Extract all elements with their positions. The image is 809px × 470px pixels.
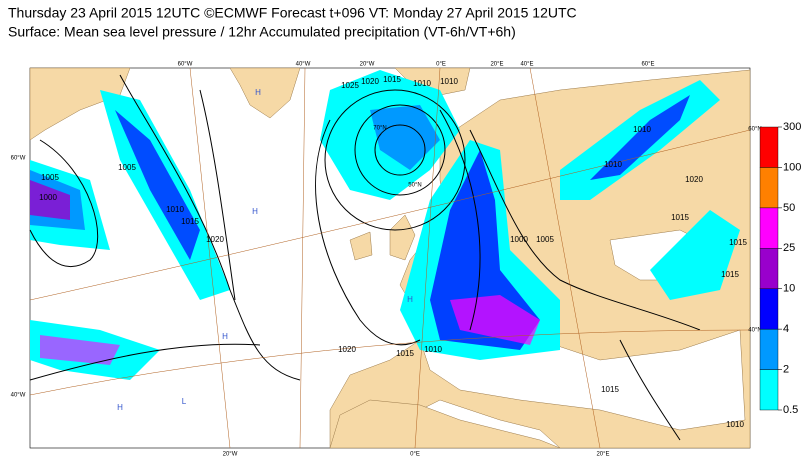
isobar-label: 1015	[721, 270, 739, 279]
grid-label: 0°E	[410, 452, 420, 458]
legend-label: 300	[783, 121, 801, 133]
grid-label: 20°E	[596, 452, 609, 458]
isobar-label: 1010	[633, 125, 651, 134]
isobar-label: 1005	[118, 163, 136, 172]
isobar-label: 1010	[166, 205, 184, 214]
isobar-label: 1010	[413, 79, 431, 88]
isobar-label: 1010	[424, 345, 442, 354]
grid-label: 70°N	[373, 126, 386, 132]
legend-label: 10	[783, 283, 795, 295]
isobar-label: 1015	[181, 217, 199, 226]
pressure-center: H	[407, 295, 413, 304]
grid-label: 40°W	[11, 393, 26, 399]
grid-label: 20°W	[360, 62, 375, 68]
grid-label: 40°E	[520, 62, 533, 68]
isobars	[29, 74, 701, 441]
pressure-center: H	[117, 403, 123, 412]
isobar-label: 1010	[604, 160, 622, 169]
isobar-label: 1000	[39, 193, 57, 202]
legend-band	[759, 207, 779, 249]
isobar-label: 1005	[41, 173, 59, 182]
isobar-label: 1010	[726, 420, 744, 429]
legend-band	[759, 126, 779, 168]
isobar-label: 1025	[341, 81, 359, 90]
isobar-label: 1015	[729, 238, 747, 247]
isobar-label: 1015	[383, 75, 401, 84]
legend-band	[759, 248, 779, 289]
pressure-center: L	[182, 397, 187, 406]
isobar-label: 1000	[510, 235, 528, 244]
isobar-label: 1015	[601, 385, 619, 394]
grid-label: 0°E	[436, 62, 446, 68]
legend-label: 2	[783, 363, 789, 375]
legend-label: 4	[783, 323, 789, 335]
legend-label: 25	[783, 242, 795, 254]
map	[29, 67, 751, 449]
legend-band	[759, 288, 779, 330]
isobar-label: 1020	[338, 345, 356, 354]
pressure-center: H	[255, 88, 261, 97]
legend-band	[759, 328, 779, 370]
legend-band	[759, 167, 779, 209]
grid-label: 60°N	[748, 127, 761, 133]
grid-label: 20°E	[490, 62, 503, 68]
legend-band	[759, 369, 779, 411]
isobar-label: 1010	[440, 77, 458, 86]
grid-label: 60°W	[178, 62, 193, 68]
isobar-label: 1020	[685, 175, 703, 184]
legend-label: 50	[783, 202, 795, 214]
subtitle: Surface: Mean sea level pressure / 12hr …	[8, 24, 516, 40]
grid-label: 20°W	[223, 452, 238, 458]
legend-label: 100	[783, 161, 801, 173]
grid-label: 40°W	[296, 62, 311, 68]
legend-label: 0.5	[783, 404, 798, 416]
title: Thursday 23 April 2015 12UTC ©ECMWF Fore…	[8, 5, 577, 21]
isobar-label: 1015	[396, 349, 414, 358]
grid-label: 50°N	[408, 183, 421, 189]
grid-label: 60°W	[11, 156, 26, 162]
pressure-center: H	[222, 332, 228, 341]
graticule	[29, 67, 751, 449]
grid-label: 60°E	[641, 62, 654, 68]
isobar-label: 1020	[206, 235, 224, 244]
pressure-center: H	[252, 207, 258, 216]
isobar-label: 1005	[536, 235, 554, 244]
isobar-label: 1015	[671, 213, 689, 222]
grid-label: 40°N	[748, 328, 761, 334]
isobar-label: 1020	[361, 77, 379, 86]
